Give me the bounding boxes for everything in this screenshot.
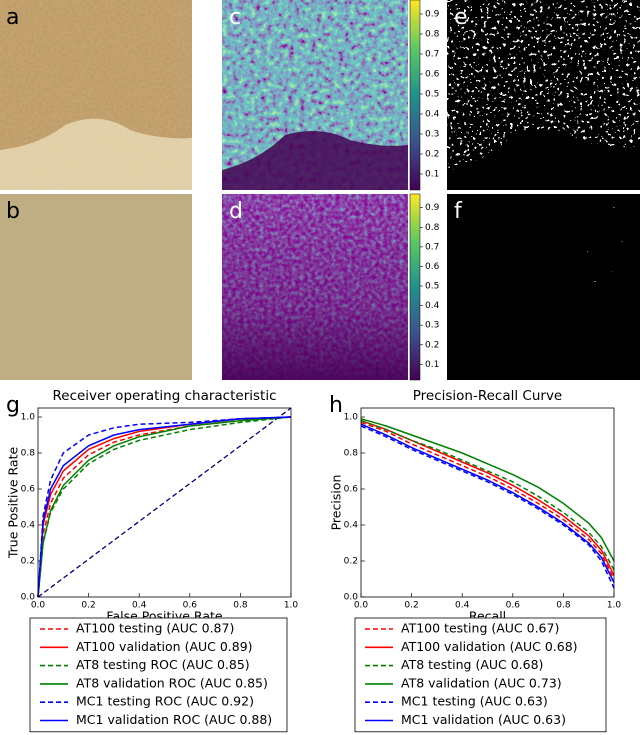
panel-label: g [6,393,20,418]
colorbar-tick-label: 0.3 [425,321,439,331]
panel-label: c [229,5,241,30]
colorbar-tick-label: 0.9 [425,203,440,213]
chart-title: Precision-Recall Curve [413,388,563,404]
x-tick-label: 1.0 [607,601,622,611]
colorbar-tick-label: 0.1 [425,360,439,370]
panel-label: h [329,393,343,418]
colorbar-tick-label: 0.8 [425,30,440,40]
chart-title: Receiver operating characteristic [52,388,276,404]
colorbar-tick-label: 0.6 [425,70,440,80]
colorbar-tick-label: 0.7 [425,50,439,60]
colorbar-tick-label: 0.4 [425,301,440,311]
panel-label: e [454,5,468,30]
legend-label: MC1 testing ROC (AUC 0.92) [76,694,254,709]
legend-label: AT8 testing (AUC 0.68) [401,657,543,672]
legend-label: MC1 testing (AUC 0.63) [401,694,548,709]
colorbar-tick-label: 0.2 [425,150,439,160]
panel-label: a [6,5,19,30]
x-tick-label: 0.0 [31,601,46,611]
legend-label: AT8 testing ROC (AUC 0.85) [76,657,250,672]
colorbar-c [409,0,421,191]
panel-label: d [229,199,243,224]
series-line [360,423,615,583]
image-e-dark [447,129,640,190]
colorbar-tick-label: 0.5 [425,282,439,292]
y-axis-label: Precision [329,475,344,531]
y-tick-label: 0.8 [21,449,36,459]
series-line [37,416,292,598]
x-tick-label: 0.8 [233,601,248,611]
series-line [37,416,292,598]
legend-label: AT100 validation (AUC 0.68) [401,639,578,654]
legend-label: AT100 testing (AUC 0.87) [76,621,234,636]
y-tick-label: 0.2 [344,557,358,567]
y-tick-label: 0.4 [344,521,359,531]
colorbar-d [409,193,421,381]
y-axis-label: True Positive Rate [6,447,21,560]
colorbar-tick-label: 0.8 [425,223,440,233]
chance-line [37,407,292,598]
x-tick-label: 0.8 [556,601,571,611]
legend-label: MC1 validation ROC (AUC 0.88) [76,712,272,727]
series-line [360,425,615,589]
image-f-dark [447,300,640,380]
series-line [360,421,615,580]
y-tick-label: 0.0 [21,593,36,603]
image-d-fade [222,194,408,380]
y-tick-label: 1.0 [344,413,359,423]
y-tick-label: 0.6 [344,485,359,495]
x-tick-label: 0.2 [81,601,95,611]
series-line [360,418,615,562]
image-b [0,194,192,380]
y-tick-label: 0.8 [344,449,359,459]
colorbar-tick-label: 0.2 [425,340,439,350]
plot-frame [360,407,615,598]
plot-frame [37,407,292,598]
colorbar-tick-label: 0.4 [425,110,440,120]
colorbar-tick-label: 0.9 [425,10,440,20]
series-line [360,419,615,571]
x-tick-label: 1.0 [284,601,299,611]
colorbar-tick-label: 0.3 [425,130,439,140]
x-tick-label: 0.4 [132,601,147,611]
panel-label: b [6,199,20,224]
y-tick-label: 1.0 [21,413,36,423]
colorbar-tick-label: 0.7 [425,242,439,252]
colorbar-tick-label: 0.1 [425,170,439,180]
y-tick-label: 0.0 [344,593,359,603]
colorbar-tick-label: 0.6 [425,262,440,272]
legend-label: AT8 validation (AUC 0.73) [401,675,562,690]
legend-label: AT100 validation (AUC 0.89) [76,639,253,654]
x-tick-label: 0.2 [404,601,418,611]
x-tick-label: 0.0 [354,601,369,611]
x-tick-label: 0.6 [183,601,198,611]
y-tick-label: 0.6 [21,485,36,495]
legend-label: MC1 validation (AUC 0.63) [401,712,566,727]
panel-label: f [454,199,463,224]
x-tick-label: 0.6 [506,601,521,611]
image-a-light [0,118,192,190]
y-tick-label: 0.2 [21,557,35,567]
image-c-dark [222,131,408,190]
legend-label: AT100 testing (AUC 0.67) [401,621,559,636]
series-line [37,416,292,598]
legend-label: AT8 validation ROC (AUC 0.85) [76,675,268,690]
legend-box [29,617,288,733]
x-tick-label: 0.4 [455,601,470,611]
legend-box [354,617,607,733]
y-tick-label: 0.4 [21,521,36,531]
colorbar-tick-label: 0.5 [425,90,439,100]
series-line [37,416,292,598]
